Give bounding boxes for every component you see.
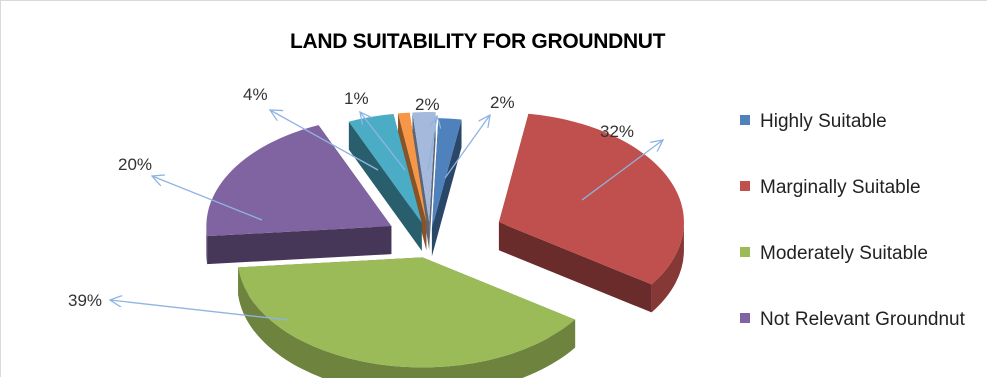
chart-title: LAND SUITABILITY FOR GROUNDNUT: [290, 30, 666, 53]
pie-slice-top: [238, 257, 576, 368]
pie-slice-top: [498, 113, 684, 285]
pie-slice-rim: [651, 222, 684, 313]
leader-line: [360, 112, 406, 171]
pie-slice-top: [431, 118, 462, 229]
leader-line: [581, 140, 663, 201]
legend-label: Not Relevant Groundnut: [760, 309, 965, 330]
legend-swatch: [740, 313, 750, 323]
pie-slice-top: [398, 112, 427, 223]
leader-line: [110, 300, 289, 321]
pie-slice: [348, 113, 422, 251]
data-label: 2%: [490, 93, 515, 112]
pie-slice-wall: [429, 112, 436, 251]
data-label: 32%: [600, 122, 634, 141]
pie-slice-top: [412, 112, 436, 223]
pie-slice-wall: [498, 222, 652, 313]
legend-swatch: [740, 247, 750, 257]
legend-item-not-relevant-groundnut: Not Relevant Groundnut: [738, 306, 988, 372]
legend-swatch: [740, 115, 750, 125]
pie-slice-top: [348, 113, 422, 223]
pie-slice-wall: [348, 121, 422, 251]
legend-item-marginally-suitable: Marginally Suitable: [738, 174, 988, 240]
data-label: 20%: [118, 155, 152, 174]
pie-slice-rim: [206, 226, 208, 265]
leader-line: [152, 176, 263, 221]
data-label: 4%: [243, 85, 268, 104]
pie-slice-wall: [207, 226, 392, 265]
data-label: 39%: [68, 291, 102, 310]
pie-slice-wall: [431, 119, 462, 257]
chart-legend: Highly Suitable Marginally Suitable Mode…: [738, 108, 988, 372]
leader-line: [270, 110, 379, 171]
legend-item-highly-suitable: Highly Suitable: [738, 108, 988, 174]
pie-slice-top: [206, 125, 392, 237]
data-label: 2%: [415, 95, 440, 114]
leader-line: [427, 116, 437, 171]
pie-slice: [431, 118, 462, 257]
pie-slice: [498, 113, 684, 313]
pie-slice: [206, 125, 392, 265]
leader-line: [444, 115, 490, 179]
pie-slice-rim: [238, 267, 576, 378]
legend-item-moderately-suitable: Moderately Suitable: [738, 240, 988, 306]
pie-slice: [238, 257, 576, 378]
legend-label: Marginally Suitable: [760, 177, 921, 198]
data-label: 1%: [344, 89, 369, 108]
legend-label: Highly Suitable: [760, 111, 887, 132]
legend-swatch: [740, 181, 750, 191]
legend-label: Moderately Suitable: [760, 243, 928, 264]
